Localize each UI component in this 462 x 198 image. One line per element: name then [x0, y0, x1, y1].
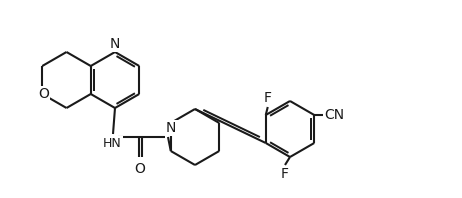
Text: F: F [264, 91, 272, 105]
Text: O: O [134, 162, 146, 176]
Text: F: F [281, 167, 289, 181]
Text: CN: CN [324, 108, 344, 122]
Text: N: N [166, 121, 176, 135]
Text: N: N [166, 121, 176, 135]
Text: HN: HN [103, 137, 122, 150]
Text: O: O [38, 87, 49, 101]
Text: N: N [110, 37, 120, 51]
